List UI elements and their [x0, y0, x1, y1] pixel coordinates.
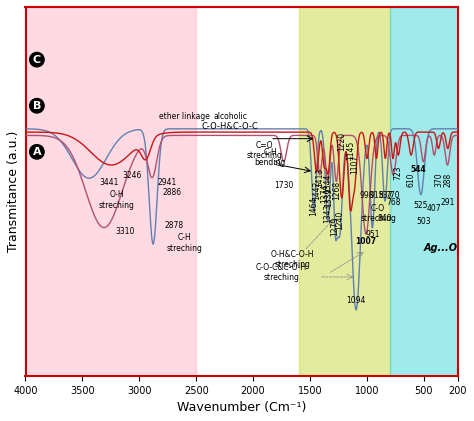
Y-axis label: Transmitance (a.u.): Transmitance (a.u.) — [7, 131, 20, 252]
Text: 1730: 1730 — [274, 181, 293, 190]
Text: C-H
bending: C-H bending — [255, 148, 286, 167]
Text: 1464: 1464 — [310, 197, 319, 216]
Text: 3310: 3310 — [115, 227, 135, 236]
Text: 1220: 1220 — [337, 131, 346, 151]
Text: alcoholic: alcoholic — [213, 112, 247, 121]
Text: 1413: 1413 — [315, 168, 324, 187]
Text: Ag...O: Ag...O — [424, 242, 458, 253]
Text: 370: 370 — [434, 172, 443, 187]
Text: 768: 768 — [386, 197, 401, 207]
Text: O-H
streching: O-H streching — [99, 190, 135, 210]
Bar — [390, 7, 458, 376]
Text: 998: 998 — [360, 191, 374, 200]
Text: C=O
streching: C=O streching — [246, 141, 283, 160]
Text: 1145: 1145 — [346, 141, 355, 160]
Text: 1344: 1344 — [323, 174, 332, 193]
Text: B: B — [33, 101, 41, 111]
Text: 2886: 2886 — [162, 188, 181, 197]
Text: 1279: 1279 — [330, 217, 339, 236]
Text: 1094: 1094 — [346, 296, 366, 305]
Text: 610: 610 — [407, 172, 416, 187]
Text: ether linkage: ether linkage — [159, 112, 210, 121]
Text: O-H&C-O-H
streching: O-H&C-O-H streching — [271, 250, 315, 269]
X-axis label: Wavenumber (Cm⁻¹): Wavenumber (Cm⁻¹) — [177, 401, 306, 414]
Text: 544: 544 — [411, 165, 427, 173]
Text: 1343: 1343 — [323, 204, 332, 223]
Text: C-O-H&C-O-C: C-O-H&C-O-C — [202, 122, 259, 131]
Text: 2878: 2878 — [164, 221, 183, 229]
Text: 1442: 1442 — [312, 181, 321, 200]
Text: 1339: 1339 — [324, 187, 333, 207]
Text: 770: 770 — [386, 191, 400, 200]
Text: 288: 288 — [443, 173, 452, 187]
Text: 837: 837 — [378, 191, 392, 200]
Bar — [26, 7, 196, 376]
Text: 1240: 1240 — [335, 210, 344, 229]
Text: 915: 915 — [369, 191, 384, 200]
Text: 723: 723 — [394, 166, 403, 180]
Text: C: C — [33, 55, 41, 65]
Text: C-O-C&C-O-H
streching: C-O-C&C-O-H streching — [256, 263, 307, 282]
Text: 2941: 2941 — [157, 178, 177, 187]
Text: 525: 525 — [414, 201, 428, 210]
Text: C-H
streching: C-H streching — [167, 233, 203, 253]
Text: 291: 291 — [440, 197, 455, 207]
Text: 1107: 1107 — [350, 155, 359, 173]
Text: 407: 407 — [427, 204, 442, 213]
Text: A: A — [33, 147, 41, 157]
Text: 3441: 3441 — [100, 178, 119, 187]
Text: 840: 840 — [378, 214, 392, 223]
Text: 1374: 1374 — [320, 184, 329, 203]
Text: 503: 503 — [416, 217, 431, 226]
Bar — [299, 7, 390, 376]
Text: C-O
streching: C-O streching — [360, 204, 396, 223]
Text: 951: 951 — [365, 230, 380, 240]
Text: 3246: 3246 — [123, 171, 142, 180]
Text: 1007: 1007 — [356, 237, 376, 246]
Text: 1268: 1268 — [332, 181, 341, 200]
